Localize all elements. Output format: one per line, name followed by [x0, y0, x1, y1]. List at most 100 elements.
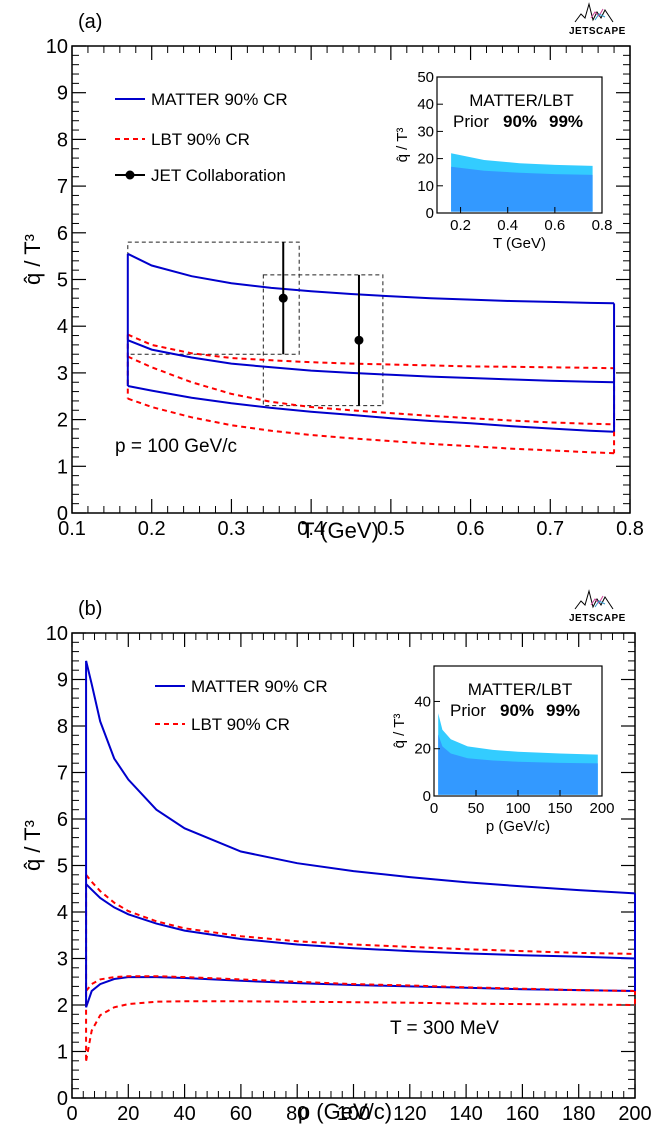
inset-frame: [436, 76, 603, 214]
y-tick-label: 6: [57, 223, 68, 245]
x-tick-label: 20: [117, 1103, 139, 1124]
inset-y-axis-label: q̂ / T³: [391, 714, 408, 749]
lbt-curve-lower: [85, 1000, 636, 1061]
y-tick-label: 5: [57, 856, 68, 878]
condition-annotation: T = 300 MeV: [390, 1018, 499, 1039]
lbt-curve-lower: [127, 397, 615, 455]
lbt-curve-median: [127, 355, 615, 426]
jet-data-point: [278, 293, 288, 303]
inset-prior-label: Prior: [450, 701, 486, 720]
x-tick-label: 180: [562, 1103, 595, 1124]
logo-text: JETSCAPE: [569, 613, 626, 624]
matter-curve-median: [127, 339, 615, 384]
inset-y-tick-label: 20: [414, 741, 431, 758]
panel-label: (a): [78, 11, 102, 33]
inset-band-90: [451, 166, 593, 212]
inset-x-axis-label: T (GeV): [493, 235, 546, 252]
x-tick-label: 160: [506, 1103, 539, 1124]
y-tick-label: 8: [57, 716, 68, 738]
legend-label: JET Collaboration: [151, 166, 286, 185]
matter-curve-lower: [85, 976, 636, 1008]
inset-prior-label: Prior: [453, 112, 489, 131]
x-tick-label: 0.2: [138, 518, 166, 540]
legend-marker: [125, 170, 135, 180]
inset-x-tick-label: 0.8: [592, 217, 613, 234]
inset-x-tick-label: 0.4: [497, 217, 518, 234]
x-tick-label: 140: [449, 1103, 482, 1124]
x-tick-label: 120: [393, 1103, 426, 1124]
y-tick-label: 9: [57, 670, 68, 692]
inset-x-tick-label: 200: [589, 800, 614, 817]
matter-curve-upper: [127, 252, 615, 305]
inset-y-tick-label: 30: [417, 123, 434, 140]
x-tick-label: 0.6: [457, 518, 485, 540]
panel-a-chart: (a) JETSCAPE 0.1 0.2 0.3 0.4 0.5 0.6 0.7 0.8 0 1 2 3 4…: [20, 3, 644, 543]
y-tick-label: 2: [57, 995, 68, 1017]
inset-background: [394, 652, 610, 848]
y-tick-label: 4: [57, 316, 68, 338]
inset-title: MATTER/LBT: [469, 91, 574, 110]
inset-x-tick-label: 100: [505, 800, 530, 817]
lbt-curve-upper: [127, 333, 615, 370]
inset-title: MATTER/LBT: [468, 680, 573, 699]
y-tick-label: 8: [57, 129, 68, 151]
y-tick-label: 9: [57, 83, 68, 105]
inset-y-axis-label: q̂ / T³: [394, 128, 411, 163]
x-tick-label: 40: [173, 1103, 195, 1124]
inset-band-label-99: 99%: [546, 701, 580, 720]
x-tick-label: 0.7: [536, 518, 564, 540]
y-tick-label: 0: [57, 1088, 68, 1110]
x-tick-label: 0: [66, 1103, 77, 1124]
jet-uncertainty-box: [262, 274, 384, 407]
inset-x-tick-label: 150: [547, 800, 572, 817]
x-tick-label: 200: [618, 1103, 651, 1124]
x-tick-label: 80: [286, 1103, 308, 1124]
inset-chart: 0.2 0.4 0.6 0.8 0 10 20 30 40 50 T (GeV) q̂ / T³ MAT…: [394, 63, 612, 265]
jetscape-logo: JETSCAPE: [569, 590, 626, 624]
jetscape-logo: JETSCAPE: [569, 3, 625, 37]
y-tick-label: 7: [57, 763, 68, 785]
inset-band-90: [438, 734, 598, 795]
jet-uncertainty-box: [127, 241, 300, 355]
x-axis-label: T (GeV): [301, 518, 379, 543]
matter-curve-upper: [85, 660, 636, 895]
matter-curve-median: [85, 883, 636, 960]
legend-label: MATTER 90% CR: [191, 677, 328, 696]
inset-x-tick-label: 0.6: [544, 217, 565, 234]
inset-y-tick-label: 40: [417, 96, 434, 113]
lbt-curve-upper: [85, 874, 636, 955]
y-tick-label: 10: [46, 623, 68, 645]
x-tick-label: 0.3: [218, 518, 246, 540]
y-tick-label: 6: [57, 809, 68, 831]
inset-band-label-90: 90%: [503, 112, 537, 131]
x-tick-label: 0.4: [297, 518, 325, 540]
inset-y-tick-label: 0: [423, 788, 431, 805]
y-tick-label: 10: [46, 36, 68, 58]
matter-curve-lower: [127, 385, 615, 433]
y-tick-label: 4: [57, 902, 68, 924]
inset-y-tick-label: 40: [414, 693, 431, 710]
inset-y-tick-label: 50: [417, 69, 434, 86]
x-tick-label: 0.1: [58, 518, 86, 540]
y-axis-label: q̂ / T³: [20, 820, 45, 871]
y-tick-label: 1: [57, 1042, 68, 1064]
x-tick-label: 0.8: [616, 518, 644, 540]
y-tick-label: 0: [57, 503, 68, 525]
y-tick-label: 5: [57, 270, 68, 292]
inset-y-tick-label: 0: [426, 205, 434, 222]
panel-label: (b): [78, 598, 102, 620]
x-tick-label: 100: [337, 1103, 370, 1124]
x-axis-label: p (GeV/c): [298, 1099, 392, 1124]
inset-x-axis-label: p (GeV/c): [486, 818, 550, 835]
jet-data-point: [354, 335, 364, 345]
y-tick-label: 3: [57, 363, 68, 385]
inset-band-label-99: 99%: [549, 112, 583, 131]
legend-label: LBT 90% CR: [151, 130, 250, 149]
y-tick-label: 2: [57, 410, 68, 432]
y-axis-label: q̂ / T³: [20, 234, 45, 285]
x-tick-label: 0.5: [377, 518, 405, 540]
inset-y-tick-label: 10: [417, 178, 434, 195]
inset-chart: 0 50 100 150 200 0 20 40 p (GeV/c) q̂ / T³ MATTER/…: [391, 652, 615, 848]
